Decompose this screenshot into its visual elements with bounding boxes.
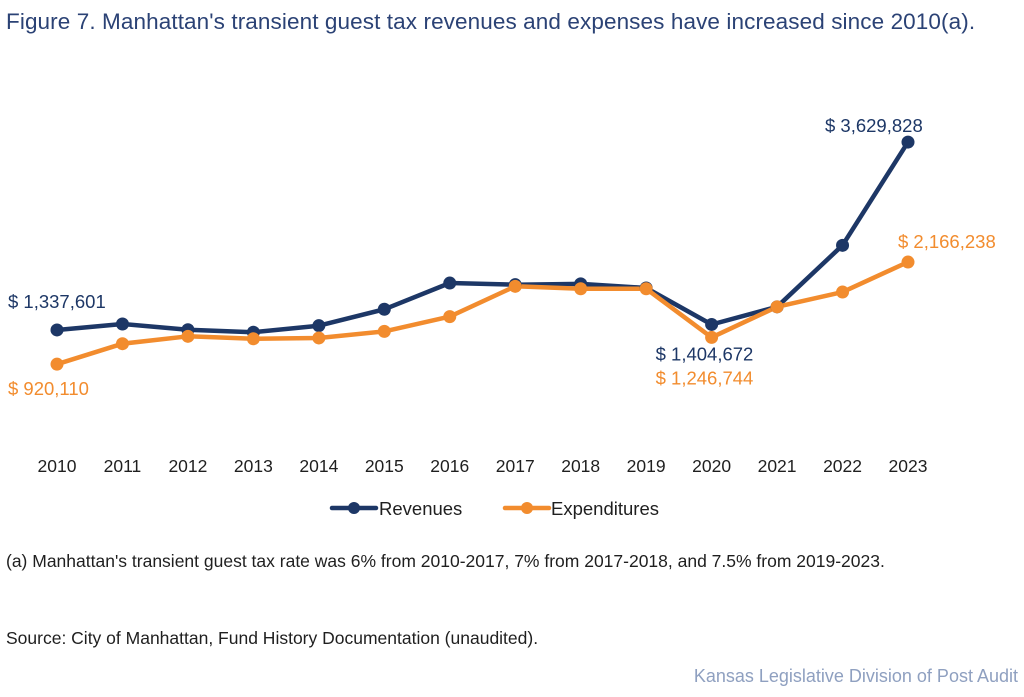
x-tick-label: 2018 bbox=[561, 456, 600, 476]
legend-revenues-marker bbox=[348, 502, 360, 514]
source-note: Source: City of Manhattan, Fund History … bbox=[6, 628, 539, 648]
x-tick-label: 2014 bbox=[299, 456, 338, 476]
revenues-point bbox=[115, 317, 129, 331]
revenues-point bbox=[312, 319, 326, 333]
revenues-point bbox=[901, 135, 915, 149]
revenues-point bbox=[50, 323, 64, 337]
footnote: (a) Manhattan's transient guest tax rate… bbox=[6, 551, 885, 571]
expenditures-point bbox=[574, 282, 588, 296]
expenditures-point bbox=[836, 285, 850, 299]
revenues-data-label: $ 1,404,672 bbox=[656, 343, 754, 364]
expenditures-point bbox=[508, 279, 522, 293]
revenues-point bbox=[443, 276, 457, 290]
legend-revenues-label: Revenues bbox=[379, 498, 462, 519]
expenditures-data-label: $ 2,166,238 bbox=[898, 231, 996, 252]
revenues-point bbox=[705, 317, 719, 331]
x-axis-ticks: 2010 2011 2012 2013 2014 2015 2016 2017 2018 2019… bbox=[38, 456, 928, 476]
expenditures-point bbox=[115, 337, 129, 351]
expenditures-point bbox=[901, 255, 915, 269]
x-tick-label: 2015 bbox=[365, 456, 404, 476]
legend-expenditures-marker bbox=[521, 502, 533, 514]
x-tick-label: 2016 bbox=[430, 456, 469, 476]
series-points bbox=[50, 135, 915, 371]
x-tick-label: 2017 bbox=[496, 456, 535, 476]
credit: Kansas Legislative Division of Post Audi… bbox=[693, 666, 1018, 686]
x-tick-label: 2013 bbox=[234, 456, 273, 476]
expenditures-point bbox=[246, 332, 260, 346]
legend-expenditures-label: Expenditures bbox=[551, 498, 659, 519]
x-tick-label: 2020 bbox=[692, 456, 731, 476]
expenditures-point bbox=[770, 300, 784, 314]
revenues-point bbox=[377, 302, 391, 316]
x-tick-label: 2010 bbox=[38, 456, 77, 476]
x-tick-label: 2022 bbox=[823, 456, 862, 476]
expenditures-point bbox=[443, 310, 457, 324]
expenditures-point bbox=[705, 330, 719, 344]
x-tick-label: 2019 bbox=[627, 456, 666, 476]
revenues-data-label: $ 1,337,601 bbox=[8, 291, 106, 312]
revenues-data-label: $ 3,629,828 bbox=[825, 115, 923, 136]
expenditures-data-label: $ 1,246,744 bbox=[656, 367, 754, 388]
expenditures-point bbox=[377, 324, 391, 338]
expenditures-point bbox=[312, 331, 326, 345]
expenditures-point bbox=[50, 357, 64, 371]
legend: Revenues Expenditures bbox=[329, 498, 659, 519]
revenues-point bbox=[836, 238, 850, 252]
expenditures-point bbox=[639, 282, 653, 296]
chart-title: Figure 7. Manhattan's transient guest ta… bbox=[6, 9, 976, 34]
x-tick-label: 2023 bbox=[889, 456, 928, 476]
expenditures-line bbox=[54, 259, 911, 367]
x-tick-label: 2012 bbox=[168, 456, 207, 476]
x-tick-label: 2011 bbox=[104, 456, 142, 476]
expenditures-point bbox=[181, 329, 195, 343]
series-lines bbox=[54, 139, 911, 367]
expenditures-data-label: $ 920,110 bbox=[8, 378, 89, 399]
data-labels: $ 1,337,601 $ 1,404,672 $ 3,629,828 $ 920,1… bbox=[8, 115, 996, 399]
x-tick-label: 2021 bbox=[758, 456, 797, 476]
